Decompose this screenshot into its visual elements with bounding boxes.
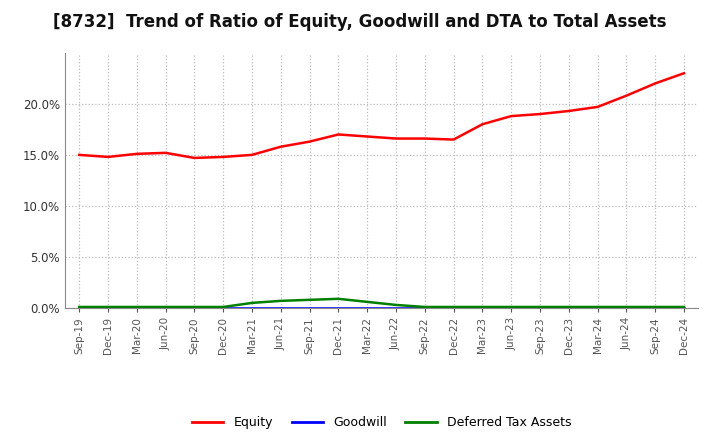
Goodwill [564,305,573,311]
Goodwill [75,305,84,311]
Equity [420,136,429,141]
Deferred Tax Assets [680,304,688,310]
Deferred Tax Assets [651,304,660,310]
Equity [651,81,660,86]
Goodwill [478,305,487,311]
Text: [8732]  Trend of Ratio of Equity, Goodwill and DTA to Total Assets: [8732] Trend of Ratio of Equity, Goodwil… [53,13,667,31]
Deferred Tax Assets [564,304,573,310]
Goodwill [651,305,660,311]
Equity [392,136,400,141]
Equity [276,144,285,149]
Equity [75,152,84,158]
Deferred Tax Assets [161,304,170,310]
Equity [622,93,631,98]
Deferred Tax Assets [593,304,602,310]
Goodwill [449,305,458,311]
Goodwill [593,305,602,311]
Goodwill [219,305,228,311]
Goodwill [276,305,285,311]
Deferred Tax Assets [305,297,314,302]
Equity [305,139,314,144]
Equity [680,70,688,76]
Equity [507,114,516,119]
Deferred Tax Assets [334,296,343,301]
Deferred Tax Assets [219,304,228,310]
Line: Deferred Tax Assets: Deferred Tax Assets [79,299,684,307]
Goodwill [363,305,372,311]
Deferred Tax Assets [363,299,372,304]
Goodwill [680,305,688,311]
Goodwill [622,305,631,311]
Deferred Tax Assets [132,304,141,310]
Deferred Tax Assets [536,304,544,310]
Deferred Tax Assets [449,304,458,310]
Equity [564,108,573,114]
Deferred Tax Assets [248,300,256,305]
Equity [363,134,372,139]
Goodwill [104,305,112,311]
Goodwill [507,305,516,311]
Equity [478,121,487,127]
Deferred Tax Assets [622,304,631,310]
Deferred Tax Assets [276,298,285,304]
Equity [132,151,141,157]
Deferred Tax Assets [190,304,199,310]
Goodwill [334,305,343,311]
Goodwill [536,305,544,311]
Goodwill [305,305,314,311]
Equity [536,111,544,117]
Deferred Tax Assets [478,304,487,310]
Goodwill [420,305,429,311]
Goodwill [161,305,170,311]
Equity [104,154,112,160]
Line: Equity: Equity [79,73,684,158]
Deferred Tax Assets [507,304,516,310]
Equity [190,155,199,161]
Deferred Tax Assets [392,302,400,308]
Equity [161,150,170,155]
Deferred Tax Assets [420,304,429,310]
Goodwill [132,305,141,311]
Equity [449,137,458,142]
Deferred Tax Assets [104,304,112,310]
Goodwill [392,305,400,311]
Deferred Tax Assets [75,304,84,310]
Legend: Equity, Goodwill, Deferred Tax Assets: Equity, Goodwill, Deferred Tax Assets [187,411,576,434]
Equity [248,152,256,158]
Goodwill [248,305,256,311]
Equity [593,104,602,110]
Equity [334,132,343,137]
Equity [219,154,228,160]
Goodwill [190,305,199,311]
